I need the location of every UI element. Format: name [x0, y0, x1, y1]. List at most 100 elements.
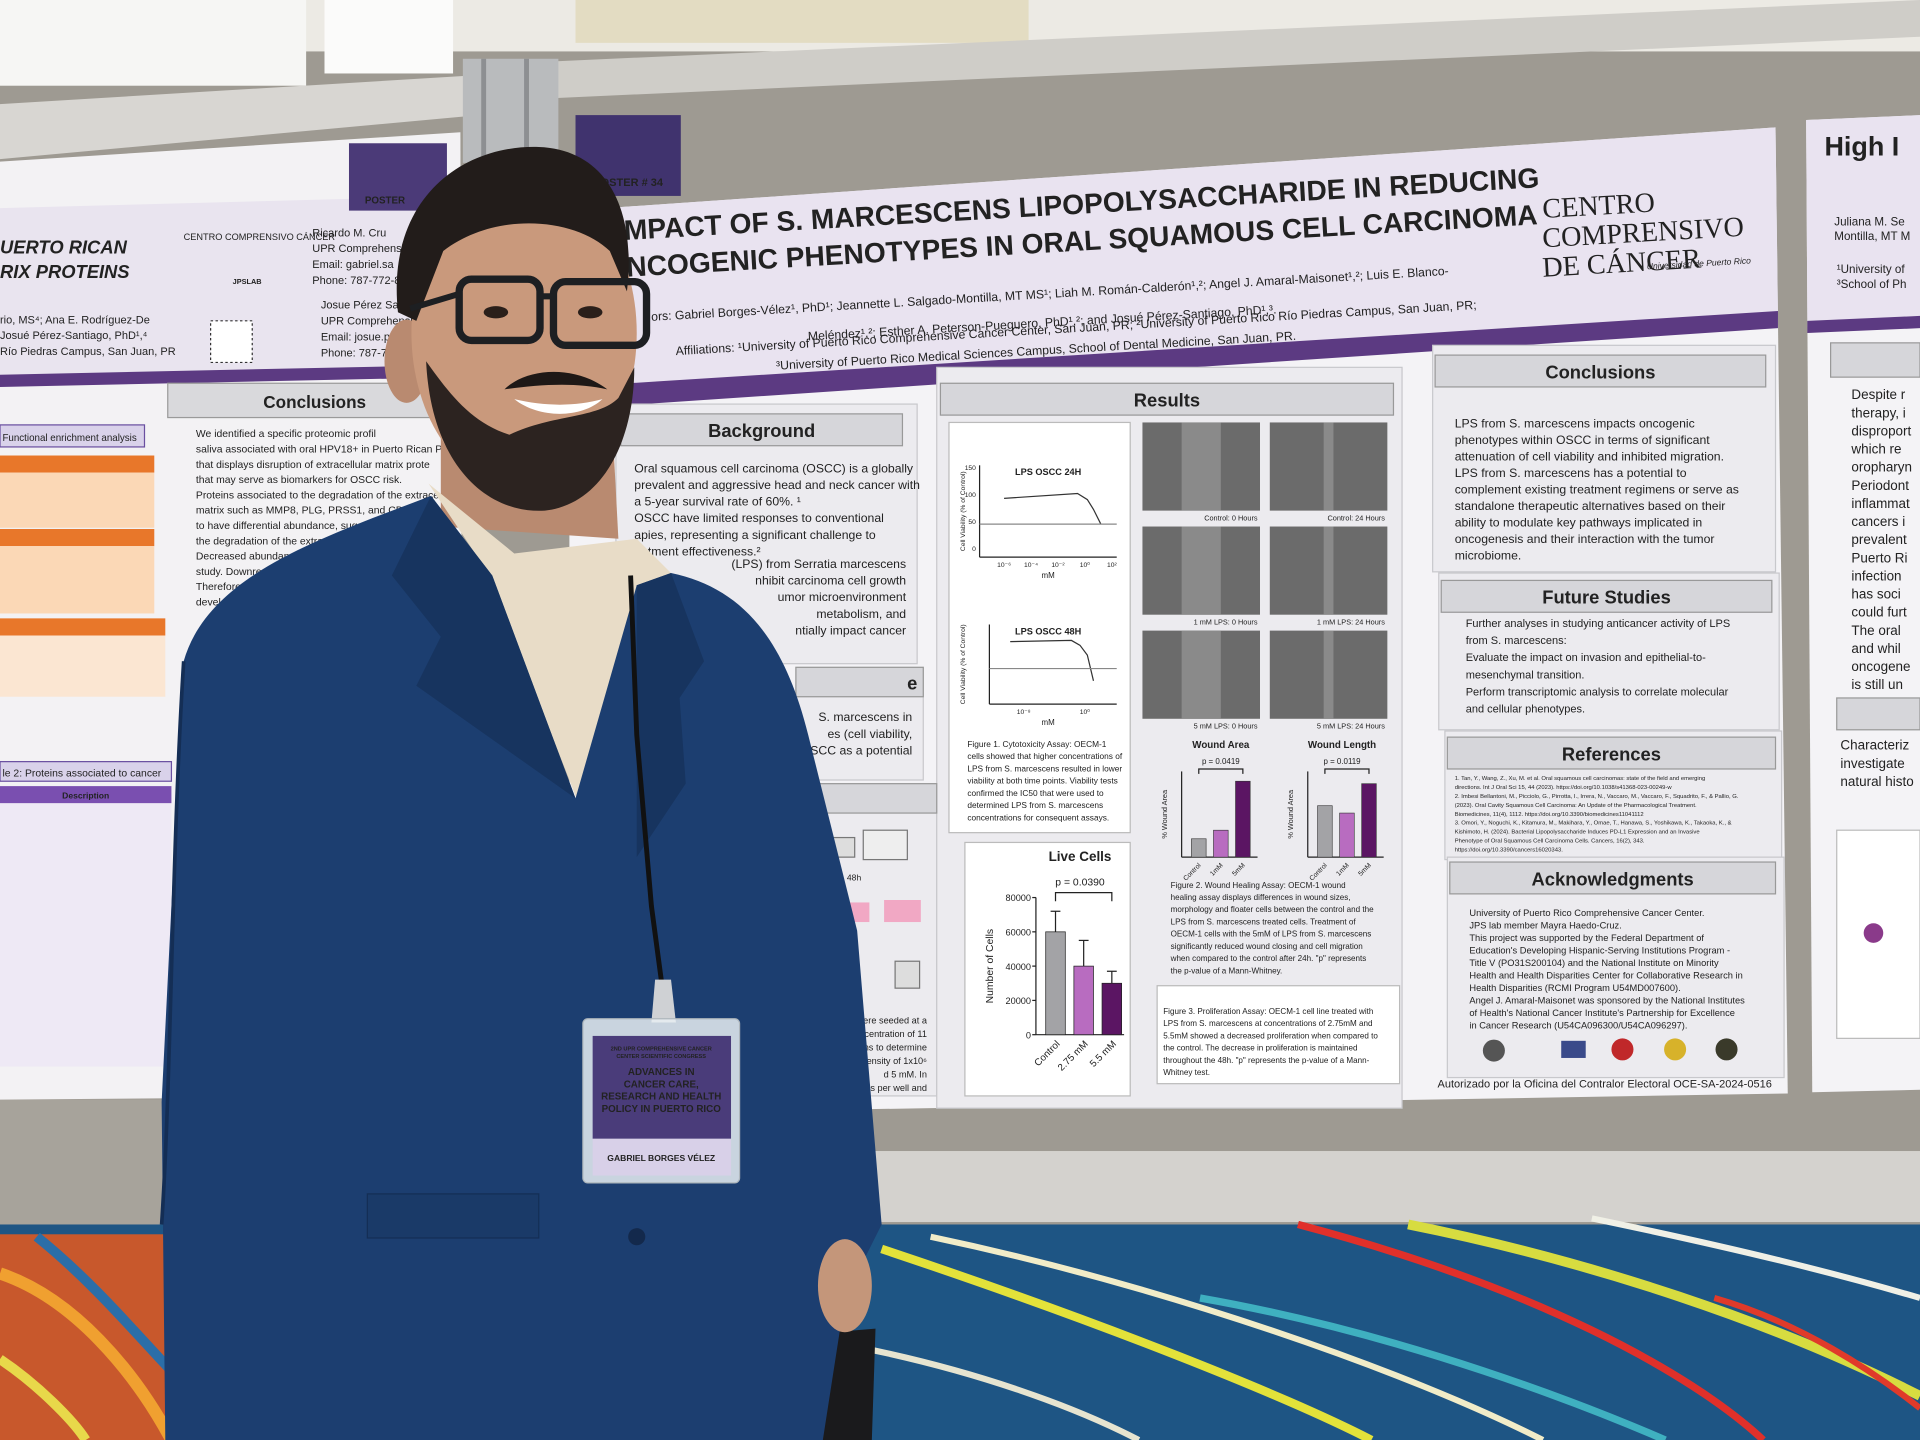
section-header	[1830, 342, 1920, 378]
body-text: The oral	[1851, 623, 1900, 638]
body-text: Further analyses in studying anticancer …	[1466, 618, 1731, 630]
micrograph-label: Control: 0 Hours	[1204, 513, 1258, 522]
y-tick-label: 150	[965, 465, 976, 472]
body-text: phenotypes within OSCC in terms of signi…	[1455, 433, 1711, 447]
body-text: disproport	[1851, 423, 1911, 438]
board-rail	[869, 1151, 1920, 1223]
poster-header	[0, 195, 461, 378]
body-text: to have differential abundance, suggesti…	[196, 521, 402, 532]
chart-title: Wound Length	[1308, 740, 1376, 751]
icon	[894, 960, 921, 989]
caption: concentrations for consequent assays.	[967, 812, 1109, 822]
logo	[1715, 1038, 1738, 1061]
wound-gap	[1323, 526, 1334, 615]
bar	[1045, 931, 1066, 1036]
poster-band	[0, 364, 461, 387]
section-heading: Future Studies	[1542, 587, 1671, 608]
carpet-stripe	[1591, 1215, 1920, 1301]
body-text: Perform transcriptomic analysis to corre…	[1466, 687, 1729, 699]
body-text: Despite r	[1851, 387, 1905, 402]
poster-title: High I	[1824, 132, 1899, 162]
reference: Biomedicines, 11(4), 1112. https://doi.o…	[1455, 812, 1644, 818]
contact: Email: josue.pe	[321, 331, 396, 343]
x-tick-label: 10⁻⁴	[1024, 562, 1038, 569]
x-tick-label: 10⁻⁸	[1017, 709, 1031, 716]
body-text: natural histo	[1840, 774, 1913, 789]
body-text: that displays disruption of extracellula…	[196, 460, 430, 471]
caption: confirmed the IC50 that were used to	[967, 788, 1104, 798]
contact: Josue Pérez Sa	[321, 300, 400, 312]
body-text: therapy, i	[1851, 405, 1905, 420]
table-title: le 2: Proteins associated to cancer	[2, 768, 161, 779]
body-text: microbiome.	[1455, 549, 1522, 563]
body-text: We identified a specific proteomic profi…	[196, 429, 376, 440]
caption: 5.5mM showed a decreased proliferation w…	[1163, 1031, 1378, 1040]
lapel	[636, 573, 705, 858]
method-label: 4h, 48h	[833, 872, 862, 882]
contact: Email: gabriel.sa	[312, 259, 394, 271]
body-text: saliva associated with oral HPV18+ in Pu…	[196, 444, 442, 455]
body-text: ntially impact cancer	[795, 623, 906, 637]
eye	[577, 306, 603, 319]
wound-gap	[1181, 526, 1221, 615]
caption: LPS from S. marcescens resulted in lower	[967, 763, 1122, 773]
lab-logo: JPSLAB	[233, 277, 262, 286]
carpet-stripe	[929, 1233, 1545, 1440]
section-heading: Results	[1134, 390, 1200, 411]
reference: Kishimoto, H. (2024). Bacterial Lipopoly…	[1455, 830, 1700, 836]
caption: Figure 3. Proliferation Assay: OECM-1 ce…	[1163, 1007, 1373, 1016]
section-heading: References	[1562, 743, 1661, 764]
axis-label: mM	[1042, 718, 1055, 727]
body-text: LPS from S. marcescens impacts oncogenic	[1455, 416, 1695, 430]
body-text: Proteins associated to the degradation o…	[196, 490, 439, 501]
body-text: from S. marcescens:	[1466, 635, 1567, 647]
y-tick-label: 40000	[1006, 962, 1032, 972]
body-text: attenuation of cell viability and inhibi…	[1455, 449, 1724, 463]
body-text: eatment effectiveness.²	[634, 544, 760, 558]
body-text: oropharyn	[1851, 460, 1912, 475]
contact: Phone: 787-772	[321, 347, 399, 359]
table-title-box	[0, 424, 146, 448]
section-heading: Acknowledgments	[1532, 868, 1694, 889]
body-text: investigate	[1840, 756, 1904, 771]
board-frame	[557, 0, 1920, 98]
caption: significantly reduced wound closing and …	[1171, 942, 1363, 951]
reference: Phenotype of Oral Squamous Cell Carcinom…	[1455, 839, 1645, 845]
body-text: were seeded at a	[856, 1016, 928, 1026]
glasses-lens	[455, 275, 544, 345]
icon	[884, 900, 921, 923]
footer: Autorizado por la Oficina del Contralor …	[1438, 1078, 1772, 1090]
logo	[1664, 1038, 1687, 1061]
window	[575, 0, 1029, 43]
pillar	[324, 0, 454, 74]
reference: https://doi.org/10.3390/cancers16020343.	[1455, 848, 1564, 854]
wound-gap	[1323, 630, 1334, 719]
body-text: prevalent	[1851, 532, 1907, 547]
body-text: prevalent and aggressive head and neck c…	[634, 478, 920, 492]
reference: 2. Imbesi Bellantoni, M., Picciolo, G., …	[1455, 794, 1739, 800]
caption: the control. The decrease in proliferati…	[1163, 1044, 1357, 1053]
hand	[817, 1239, 872, 1333]
poster-title: RIX PROTEINS	[0, 261, 130, 282]
micrograph-label: Control: 24 Hours	[1327, 513, 1385, 522]
body-text: ations to determine	[849, 1043, 927, 1053]
carpet-stripe	[0, 1267, 177, 1440]
sleeve-seam	[159, 661, 186, 1225]
p-value: p = 0.0119	[1323, 757, 1361, 766]
body-text: cancers i	[1851, 514, 1905, 529]
affiliation: ³School of Ph	[1837, 278, 1907, 291]
logo-text: CENTRO COMPRENSIVO CÁNCER	[184, 232, 336, 242]
table-title-box	[0, 761, 173, 782]
bar-illustration	[1339, 812, 1355, 858]
caption: when compared to the control after 24h. …	[1170, 954, 1367, 963]
reference: 3. Omori, Y., Noguchi, K., Kitamura, M.,…	[1455, 821, 1732, 827]
section-header	[795, 666, 924, 698]
section-header	[1434, 354, 1767, 388]
y-tick-label: 50	[968, 519, 976, 526]
body-text: OSCC have limited responses to conventio…	[634, 511, 884, 525]
body-text: in Cancer Research (U54CA096300/U54CA096…	[1469, 1020, 1687, 1030]
caption: determined LPS from S. marcescens	[967, 800, 1103, 810]
significance-bracket	[1198, 768, 1244, 774]
table-row-header	[0, 618, 166, 636]
